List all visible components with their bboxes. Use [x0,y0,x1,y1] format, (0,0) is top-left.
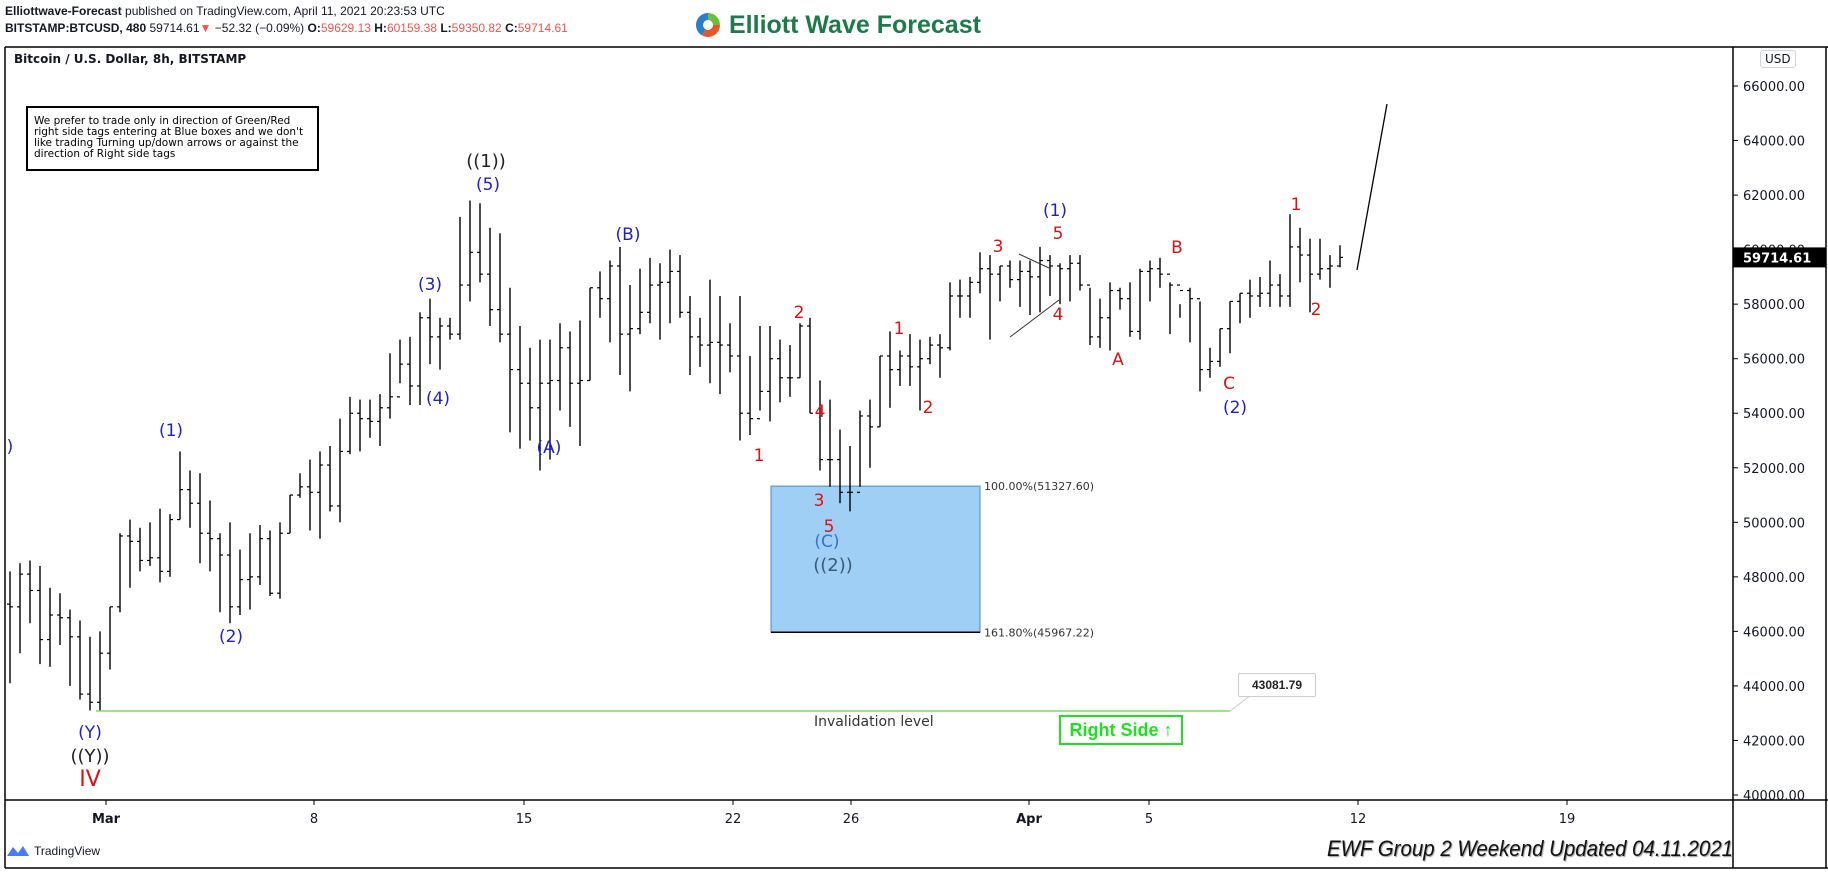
wave-label: 2 [794,303,805,323]
price-tick-label: 66000.00 [1743,80,1805,95]
wave-label: 2 [923,398,934,418]
wave-label: C [1223,374,1235,394]
symbol-label: BITSTAMP:BTCUSD, 480 [5,21,147,35]
wave-label: (Y) [78,723,102,743]
wave-label: 3 [993,237,1004,257]
ewf-logo-text: Elliott Wave Forecast [729,10,981,39]
time-tick-label: 5 [1145,812,1153,827]
symbol-info: BITSTAMP:BTCUSD, 480 59714.61▼ −52.32 (−… [5,21,568,35]
wave-label: ) [7,437,14,457]
ohlc-bars [7,200,1343,711]
fib-top-label: 100.00%(51327.60) [984,480,1094,493]
footer-update-text: EWF Group 2 Weekend Updated 04.11.2021 [1327,836,1734,861]
ewf-logo-icon [695,12,720,38]
time-tick-label: 15 [516,812,533,827]
price-tick-label: 56000.00 [1743,353,1805,368]
wave-label: (3) [418,275,442,295]
ewf-logo: Elliott Wave Forecast [693,10,981,40]
price-tick-label: 52000.00 [1743,462,1805,477]
currency-button[interactable]: USD [1760,50,1796,68]
open-value: 59629.13 [320,21,371,35]
wave-label: ((1)) [466,151,506,172]
wave-label: 3 [814,491,825,511]
publish-info: Elliottwave-Forecast published on Tradin… [5,4,445,18]
time-tick-label: Mar [92,812,121,827]
chart-title: Bitcoin / U.S. Dollar, 8h, BITSTAMP [14,52,247,66]
wave-label: 4 [815,402,826,422]
low-label: L: [440,21,452,35]
price-tick-label: 46000.00 [1743,625,1805,640]
wave-overlays: Invalidation level IV((Y)) (Y)) (1) (2) (3) (4… [7,103,1388,792]
time-tick-label: 22 [725,812,742,827]
time-tick-label: 8 [310,812,318,827]
invalidation-price-callout: 43081.79 [1238,673,1316,697]
invalidation-label: Invalidation level [814,714,934,730]
wave-label: ((2)) [813,555,853,576]
wave-label: 4 [1053,305,1064,325]
time-axis[interactable]: Mar 8 15 22 26 Apr 5 12 19 [92,800,1575,827]
wave-label: (2) [219,627,243,647]
wave-label: B [1171,238,1183,258]
wave-label: (5) [476,175,500,195]
last-price: 59714.61 [149,21,200,35]
publisher-name: Elliottwave-Forecast [5,4,122,18]
price-tick-label: 58000.00 [1743,298,1805,313]
price-tick-label: 48000.00 [1743,571,1805,586]
time-tick-label: Apr [1016,812,1042,827]
price-tick-label: 44000.00 [1743,680,1805,695]
time-tick-label: 19 [1559,812,1576,827]
last-price-tag: 59714.61 [1743,251,1811,266]
price-tick-label: 50000.00 [1743,516,1805,531]
price-tick-label: 42000.00 [1743,734,1805,749]
wave-label: (1) [1043,201,1067,221]
price-tick-label: 62000.00 [1743,189,1805,204]
down-arrow-icon: ▼ [199,21,212,35]
price-tick-label: 40000.00 [1743,789,1805,804]
wave-label: (C) [814,532,839,552]
wave-label: 5 [824,517,835,537]
wave-label: ((Y)) [70,746,109,767]
wave-label: (4) [426,389,450,409]
wave-label: IV [79,767,101,792]
wave-label: A [1112,350,1124,370]
close-label: C: [505,21,518,35]
wave-label: 1 [894,319,905,339]
high-label: H: [374,21,387,35]
tradingview-logo-icon [7,846,29,856]
open-label: O: [307,21,321,35]
trading-note: We prefer to trade only in direction of … [26,106,319,171]
wave-label: (A) [537,438,562,458]
wave-label: 2 [1311,300,1322,320]
chart-frame [4,46,1828,869]
close-value: 59714.61 [517,21,568,35]
right-side-tag: Right Side ↑ [1059,715,1183,745]
wave-label: 1 [754,446,765,466]
price-tick-label: 54000.00 [1743,407,1805,422]
time-tick-label: 12 [1350,812,1367,827]
price-change: −52.32 (−0.09%) [214,21,305,35]
published-text: published on TradingView.com, April 11, … [125,4,445,18]
high-value: 60159.38 [386,21,437,35]
wave-label: (B) [616,225,641,245]
projection-line [1356,103,1388,271]
wave-label: 1 [1291,195,1302,215]
tradingview-label: TradingView [34,844,101,858]
blue-box: 100.00%(51327.60) 161.80%(45967.22) [770,480,1094,639]
price-tick-label: 64000.00 [1743,135,1805,150]
wave-label: 5 [1053,224,1064,244]
tradingview-brand: TradingView [6,844,100,858]
wave-label: (2) [1223,398,1247,418]
price-axis[interactable]: 40000.00 42000.00 44000.00 46000.00 48000.00… [1733,80,1826,804]
low-value: 59350.82 [451,21,502,35]
time-tick-label: 26 [843,812,860,827]
fib-bottom-label: 161.80%(45967.22) [984,626,1094,639]
wave-label: (1) [159,421,183,441]
